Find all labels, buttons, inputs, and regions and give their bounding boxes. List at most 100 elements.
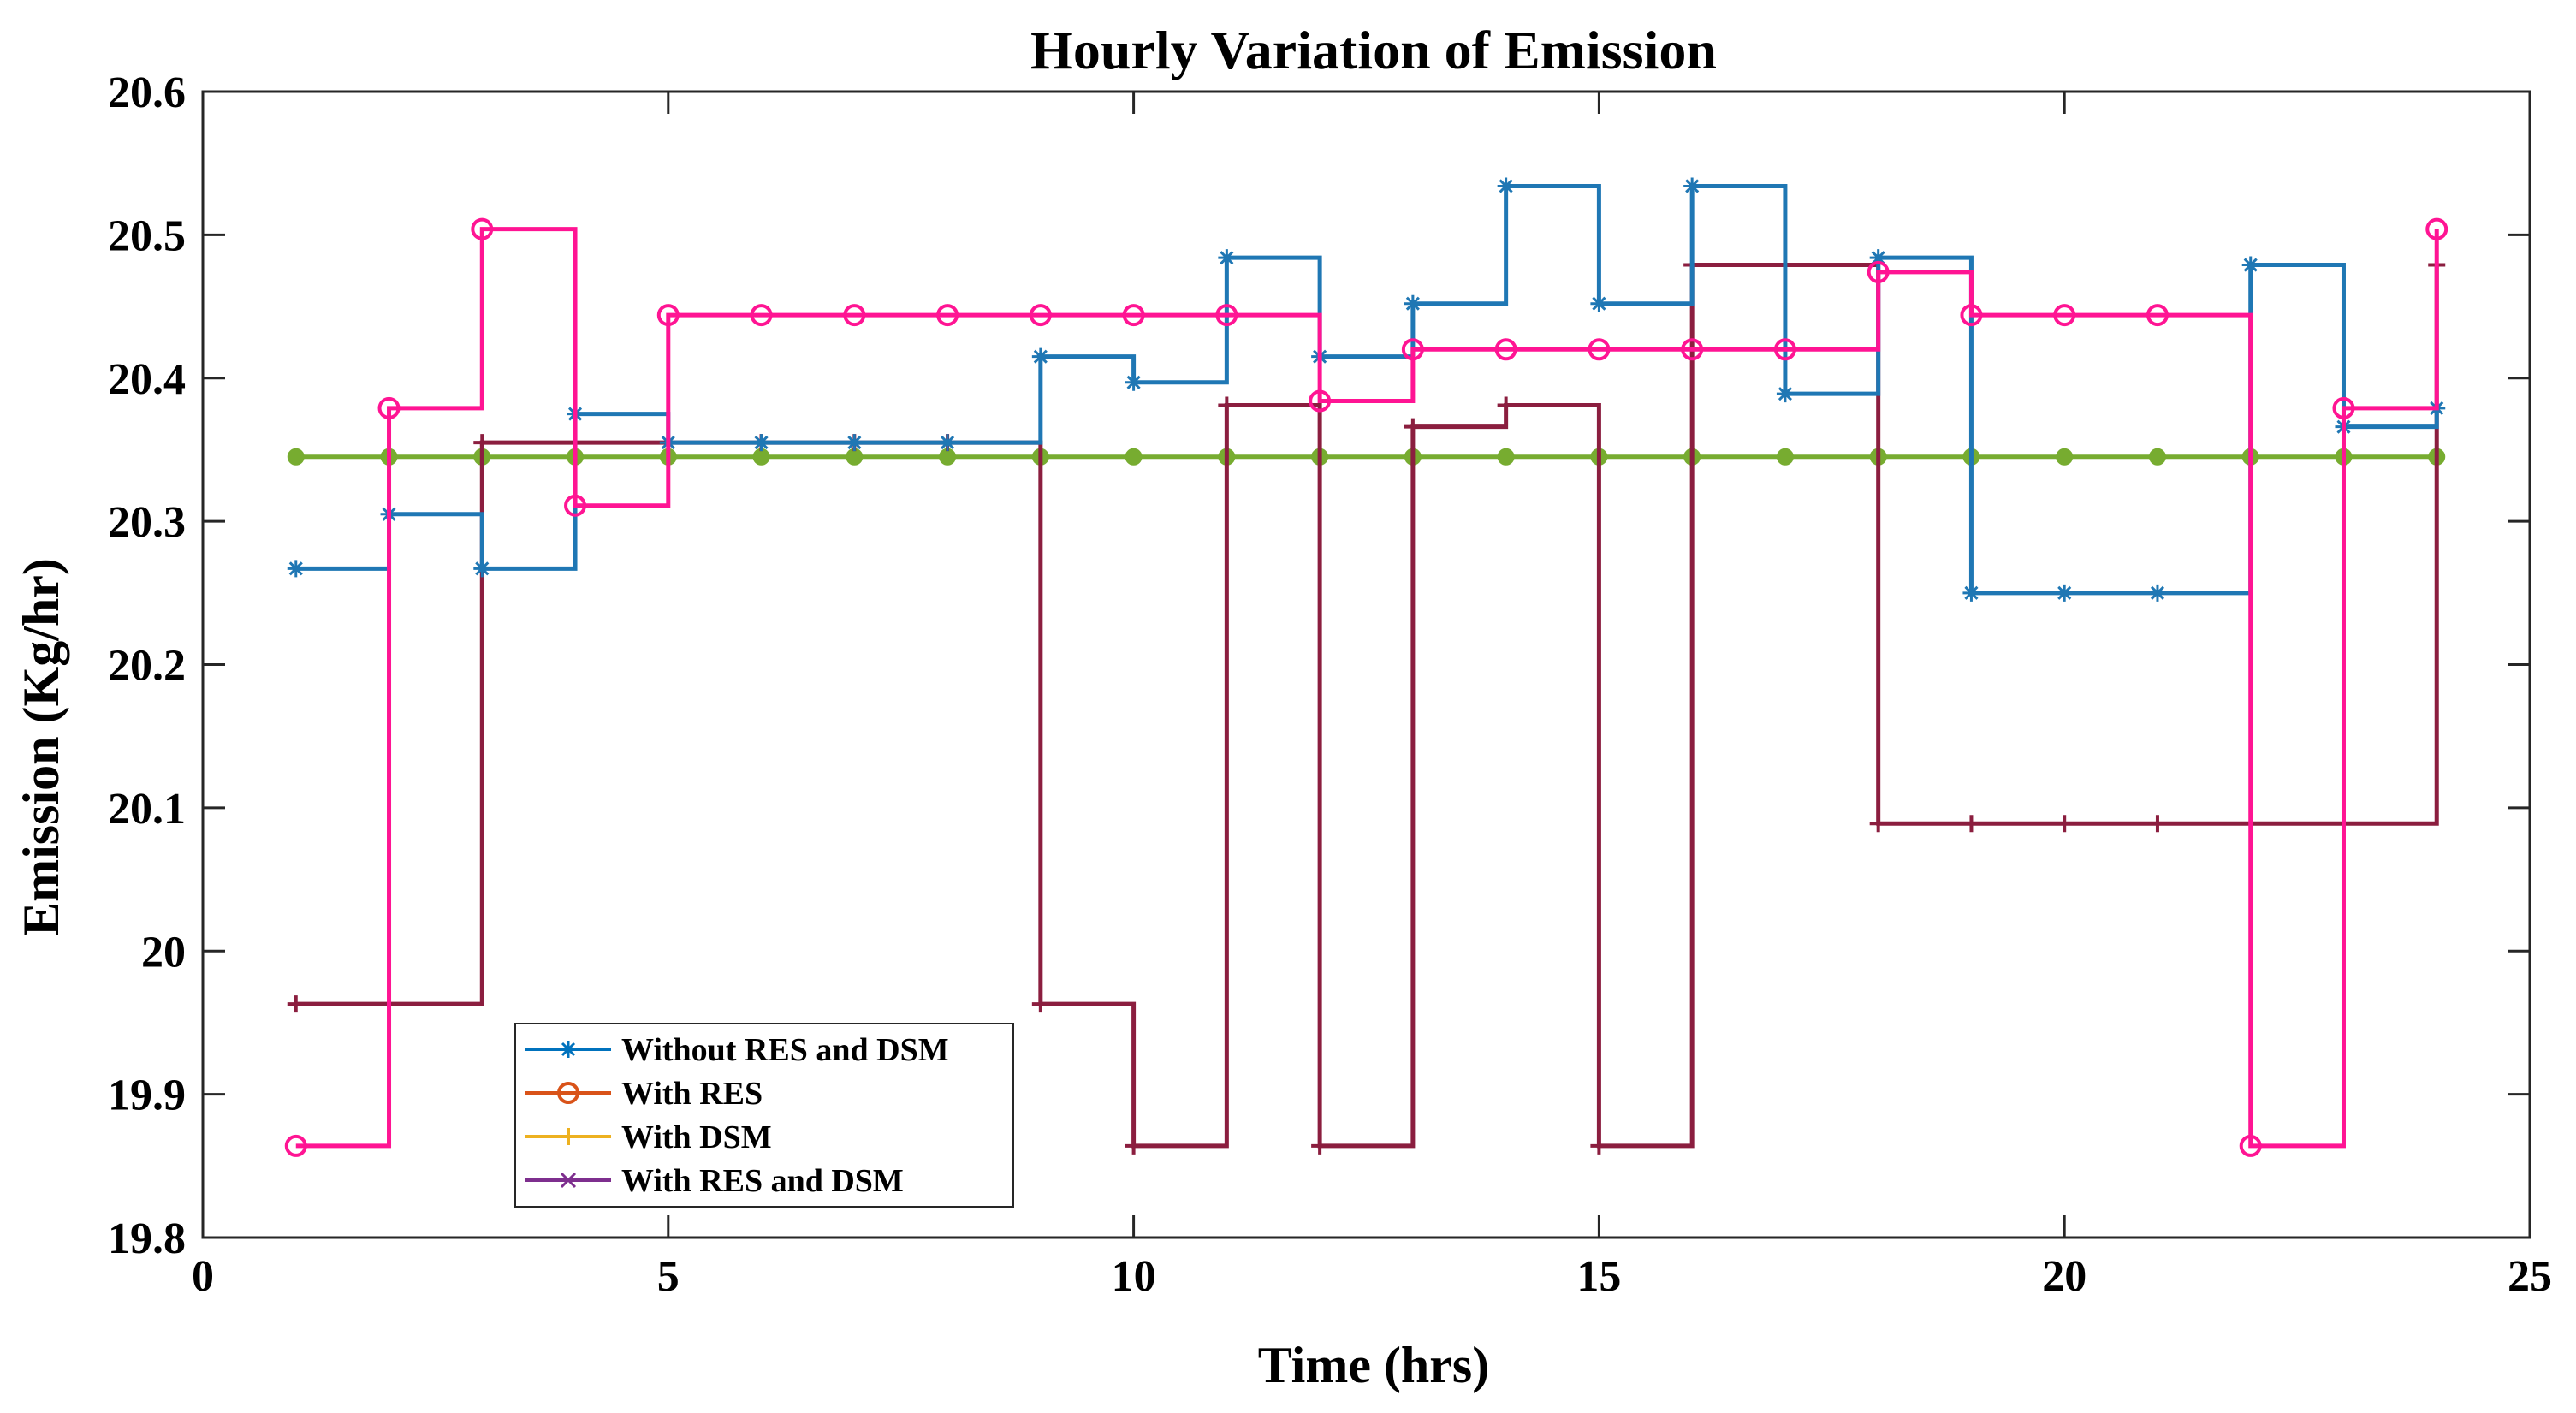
data-point-marker: [1497, 177, 1515, 195]
data-point-marker: [1125, 373, 1143, 391]
series-with-dsm: [284, 217, 2448, 1157]
data-point-marker: [1590, 1137, 1608, 1155]
legend-box: [514, 1023, 1014, 1208]
legend-marker-icon: [557, 1082, 579, 1104]
y-tick-label: 19.8: [108, 1214, 186, 1263]
data-point-marker: [2239, 1134, 2262, 1157]
series-layer: [284, 177, 2448, 1157]
legend-label: With RES: [621, 1076, 763, 1112]
y-tick-label: 20.6: [108, 68, 186, 117]
data-point-marker: [2148, 815, 2166, 833]
legend: Without RES and DSM With RES With DSM With …: [514, 1023, 1014, 1208]
data-point-marker: [2056, 584, 2074, 602]
legend-marker-icon: [560, 1172, 577, 1189]
data-point-marker: [1960, 304, 1983, 327]
data-point-marker: [843, 304, 866, 327]
data-point-marker: [2056, 815, 2074, 833]
data-point-marker: [564, 494, 587, 517]
x-tick-label: 5: [657, 1252, 680, 1301]
data-point-marker: [2053, 304, 2076, 327]
legend-item: With RES: [525, 1076, 763, 1112]
legend-label: With DSM: [621, 1119, 772, 1155]
data-point-marker: [1869, 249, 1887, 267]
legend-item: With DSM: [525, 1119, 772, 1155]
data-point-marker: [2425, 217, 2448, 240]
data-point-marker: [287, 448, 305, 466]
data-point-marker: [1497, 448, 1515, 466]
data-point-marker: [1218, 396, 1236, 414]
data-point-marker: [1122, 304, 1145, 327]
x-tick-label: 15: [1576, 1252, 1621, 1301]
data-point-marker: [287, 560, 305, 578]
data-point-marker: [1309, 389, 1332, 413]
y-tick-label: 20: [141, 928, 186, 977]
data-point-marker: [936, 304, 959, 327]
data-point-marker: [2148, 584, 2166, 602]
data-point-marker: [1869, 815, 1887, 833]
y-tick-label: 20.3: [108, 498, 186, 547]
data-point-marker: [1311, 1137, 1329, 1155]
data-point-marker: [1401, 338, 1424, 361]
data-point-marker: [752, 434, 770, 452]
data-point-marker: [939, 448, 957, 466]
data-point-marker: [1029, 304, 1052, 327]
data-point-marker: [377, 396, 401, 419]
data-point-marker: [656, 304, 680, 327]
data-point-marker: [846, 434, 864, 452]
data-point-marker: [2148, 448, 2166, 466]
data-point-marker: [1031, 995, 1049, 1013]
x-tick-label: 10: [1112, 1252, 1156, 1301]
chart-title: Hourly Variation of Emission: [1030, 20, 1717, 80]
data-point-marker: [1776, 448, 1794, 466]
data-point-marker: [1218, 249, 1236, 267]
data-point-marker: [1683, 177, 1701, 195]
data-point-marker: [1590, 294, 1608, 312]
y-tick-label: 20.4: [108, 355, 186, 404]
data-point-marker: [287, 995, 305, 1013]
y-tick-label: 19.9: [108, 1072, 186, 1120]
data-point-marker: [1125, 1137, 1143, 1155]
x-axis-label: Time (hrs): [1258, 1337, 1490, 1393]
legend-item: Without RES and DSM: [525, 1032, 949, 1068]
data-point-marker: [284, 1134, 307, 1157]
data-point-marker: [1962, 584, 1980, 602]
x-tick-label: 25: [2508, 1252, 2552, 1301]
data-point-marker: [939, 434, 957, 452]
data-point-marker: [1773, 338, 1796, 361]
data-point-marker: [1588, 338, 1611, 361]
data-point-marker: [1681, 338, 1704, 361]
x-tick-label: 20: [2042, 1252, 2086, 1301]
y-axis-label: Emission (Kg/hr): [13, 558, 69, 936]
data-point-marker: [750, 304, 773, 327]
data-point-marker: [1962, 815, 1980, 833]
y-tick-label: 20.2: [108, 642, 186, 691]
x-tick-label: 0: [192, 1252, 214, 1301]
series-line: [295, 227, 2439, 1149]
axis-ticks: 0 5 10 15 20 25 19.8 19.9 20 20.1 20.2 20.3 20.4 20.5…: [108, 68, 2552, 1301]
data-point-marker: [473, 434, 491, 452]
legend-label: Without RES and DSM: [621, 1032, 949, 1068]
data-point-marker: [752, 448, 770, 466]
y-tick-label: 20.5: [108, 211, 186, 260]
data-point-marker: [2332, 396, 2355, 419]
data-point-marker: [2241, 256, 2259, 274]
data-point-marker: [1031, 347, 1049, 365]
data-point-marker: [1404, 294, 1422, 312]
legend-marker-icon: [560, 1041, 577, 1058]
series-line: [295, 183, 2439, 596]
data-point-marker: [2056, 448, 2074, 466]
data-point-marker: [1776, 385, 1794, 403]
legend-item: With RES and DSM: [525, 1163, 904, 1199]
data-point-marker: [1404, 418, 1422, 436]
legend-label: With RES and DSM: [621, 1163, 904, 1199]
data-point-marker: [1125, 448, 1143, 466]
legend-marker-icon: [560, 1128, 577, 1145]
y-tick-label: 20.1: [108, 785, 186, 834]
data-point-marker: [471, 217, 494, 240]
data-point-marker: [846, 448, 864, 466]
data-point-marker: [473, 560, 491, 578]
data-point-marker: [2146, 304, 2169, 327]
